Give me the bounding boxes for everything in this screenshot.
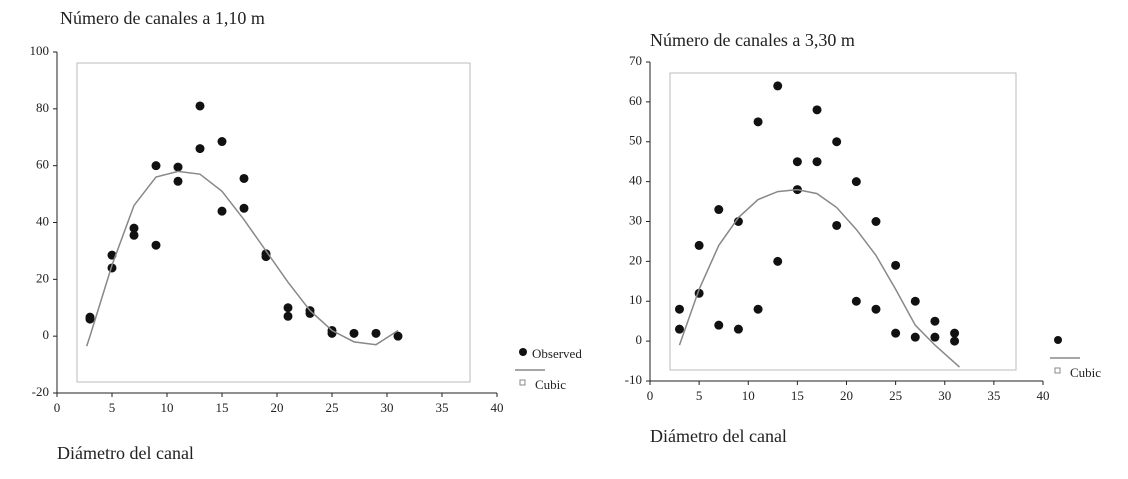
data-point: [812, 157, 822, 167]
y-tick-label: 30: [629, 212, 642, 227]
x-tick-label: 25: [889, 388, 902, 403]
data-point: [714, 205, 724, 215]
fit-line: [85, 170, 399, 347]
data-point: [217, 206, 227, 216]
data-point: [792, 157, 802, 167]
data-point: [195, 101, 205, 111]
x-tick-label: 5: [109, 400, 116, 415]
data-point: [151, 240, 161, 250]
x-tick-label: 15: [216, 400, 229, 415]
legend-label: Observed: [532, 346, 582, 361]
data-point: [129, 230, 139, 240]
fit-line: [678, 188, 960, 368]
data-point: [950, 336, 960, 346]
data-point: [239, 173, 249, 183]
data-point: [950, 328, 960, 338]
data-point: [674, 304, 684, 314]
data-point: [217, 137, 227, 147]
y-tick-label: 40: [629, 173, 642, 188]
data-point: [173, 162, 183, 172]
x-tick-label: 10: [161, 400, 174, 415]
data-point: [871, 304, 881, 314]
data-point: [195, 144, 205, 154]
x-tick-label: 5: [696, 388, 703, 403]
data-point: [910, 296, 920, 306]
y-tick-label: 0: [636, 332, 643, 347]
data-point: [674, 324, 684, 334]
data-point: [694, 240, 704, 250]
data-point: [773, 81, 783, 91]
data-point: [393, 331, 403, 341]
y-tick-label: 20: [629, 252, 642, 267]
data-point: [891, 328, 901, 338]
chart-title: Número de canales a 3,30 m: [650, 30, 855, 50]
data-point: [832, 220, 842, 230]
y-tick-label: -10: [625, 372, 642, 387]
data-point: [851, 177, 861, 187]
plot-frame: [76, 62, 471, 383]
data-point: [812, 105, 822, 115]
y-tick-label: 60: [629, 93, 642, 108]
data-point: [349, 328, 359, 338]
data-point: [851, 296, 861, 306]
x-tick-label: 15: [791, 388, 804, 403]
y-tick-label: 50: [629, 133, 642, 148]
data-point: [930, 316, 940, 326]
data-point: [910, 332, 920, 342]
data-point: [891, 260, 901, 270]
data-point: [733, 324, 743, 334]
legend-marker: [1054, 336, 1062, 344]
data-point: [305, 308, 315, 318]
y-tick-label: 70: [629, 53, 642, 68]
x-tick-label: 35: [987, 388, 1000, 403]
x-axis-label: Diámetro del canal: [650, 426, 787, 446]
y-tick-label: 10: [629, 292, 642, 307]
data-point: [85, 314, 95, 324]
y-tick-label: 40: [36, 213, 49, 228]
data-point: [151, 161, 161, 171]
data-point: [930, 332, 940, 342]
y-tick-label: 100: [30, 43, 50, 58]
chart-title: Número de canales a 1,10 m: [60, 8, 265, 28]
legend-label: Cubic: [535, 377, 566, 392]
x-tick-label: 0: [647, 388, 654, 403]
data-point: [753, 304, 763, 314]
data-point: [753, 117, 763, 127]
y-tick-label: 80: [36, 100, 49, 115]
y-tick-label: 60: [36, 157, 49, 172]
x-tick-label: 35: [436, 400, 449, 415]
x-axis-label: Diámetro del canal: [57, 443, 194, 463]
data-point: [733, 217, 743, 226]
legend-label: Cubic: [1070, 365, 1101, 380]
legend-marker: [519, 379, 526, 386]
data-point: [832, 137, 842, 147]
data-point: [173, 176, 183, 186]
data-point: [371, 328, 381, 338]
x-tick-label: 40: [1037, 388, 1050, 403]
data-point: [239, 203, 249, 213]
y-tick-label: 20: [36, 270, 49, 285]
data-point: [714, 320, 724, 330]
data-point: [283, 303, 293, 313]
y-tick-label: 0: [43, 327, 50, 342]
x-tick-label: 25: [326, 400, 339, 415]
x-tick-label: 30: [381, 400, 394, 415]
legend-marker: [519, 348, 527, 356]
legend-marker: [1054, 367, 1061, 374]
data-point: [773, 256, 783, 266]
x-tick-label: 40: [491, 400, 504, 415]
x-tick-label: 20: [271, 400, 284, 415]
x-tick-label: 0: [54, 400, 61, 415]
data-point: [871, 217, 881, 226]
x-tick-label: 30: [938, 388, 951, 403]
data-point: [283, 311, 293, 321]
plot-frame: [669, 72, 1017, 371]
data-point: [129, 223, 139, 233]
y-tick-label: -20: [32, 384, 49, 399]
x-tick-label: 20: [840, 388, 853, 403]
x-tick-label: 10: [742, 388, 755, 403]
